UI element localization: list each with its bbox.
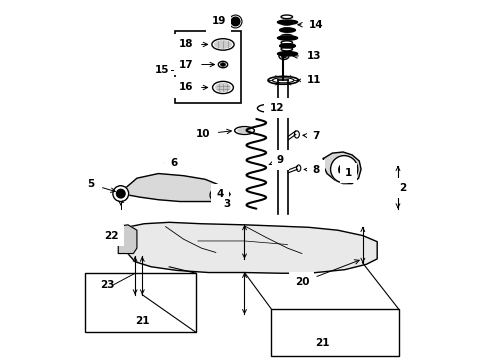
- Polygon shape: [118, 225, 137, 253]
- Text: 7: 7: [303, 131, 319, 141]
- Text: 17: 17: [179, 59, 214, 69]
- Text: 18: 18: [179, 40, 207, 49]
- Ellipse shape: [277, 36, 297, 40]
- Ellipse shape: [279, 44, 295, 48]
- Polygon shape: [126, 222, 376, 273]
- Ellipse shape: [214, 41, 231, 48]
- Text: 2: 2: [398, 183, 406, 193]
- Ellipse shape: [277, 20, 297, 24]
- Text: 15: 15: [155, 64, 169, 75]
- Text: 13: 13: [292, 51, 320, 61]
- Ellipse shape: [277, 36, 297, 40]
- Circle shape: [330, 156, 357, 183]
- Text: 16: 16: [179, 82, 207, 93]
- Circle shape: [116, 189, 125, 198]
- Ellipse shape: [277, 20, 297, 24]
- Text: 21: 21: [135, 316, 149, 326]
- Text: 1: 1: [338, 168, 351, 178]
- Ellipse shape: [279, 28, 295, 32]
- Text: 10: 10: [196, 129, 231, 139]
- Circle shape: [113, 186, 128, 202]
- Ellipse shape: [220, 63, 225, 66]
- Text: 22: 22: [103, 231, 118, 240]
- Text: 12: 12: [269, 103, 284, 113]
- Text: 21: 21: [315, 338, 329, 348]
- Polygon shape: [119, 174, 230, 202]
- Circle shape: [213, 192, 219, 198]
- Ellipse shape: [277, 51, 297, 56]
- Circle shape: [168, 160, 174, 166]
- Text: 19: 19: [211, 17, 231, 27]
- Ellipse shape: [279, 28, 295, 32]
- Bar: [271, 309, 398, 356]
- Text: 11: 11: [298, 75, 320, 85]
- Ellipse shape: [215, 83, 230, 92]
- Bar: [85, 273, 196, 332]
- Circle shape: [338, 164, 349, 175]
- Ellipse shape: [279, 44, 295, 48]
- Text: 4: 4: [216, 189, 224, 199]
- Text: 20: 20: [294, 260, 359, 287]
- Text: 3: 3: [223, 199, 230, 210]
- Text: 8: 8: [304, 165, 319, 175]
- Ellipse shape: [281, 54, 286, 58]
- Text: 23: 23: [100, 280, 115, 290]
- Text: 5: 5: [87, 179, 115, 192]
- Circle shape: [210, 189, 223, 202]
- Text: 14: 14: [297, 20, 323, 30]
- Circle shape: [231, 17, 239, 26]
- Text: 9: 9: [268, 155, 284, 165]
- Ellipse shape: [277, 51, 297, 56]
- Bar: [174, 31, 241, 103]
- Text: 6: 6: [170, 158, 177, 168]
- Polygon shape: [323, 152, 360, 184]
- Ellipse shape: [237, 128, 251, 133]
